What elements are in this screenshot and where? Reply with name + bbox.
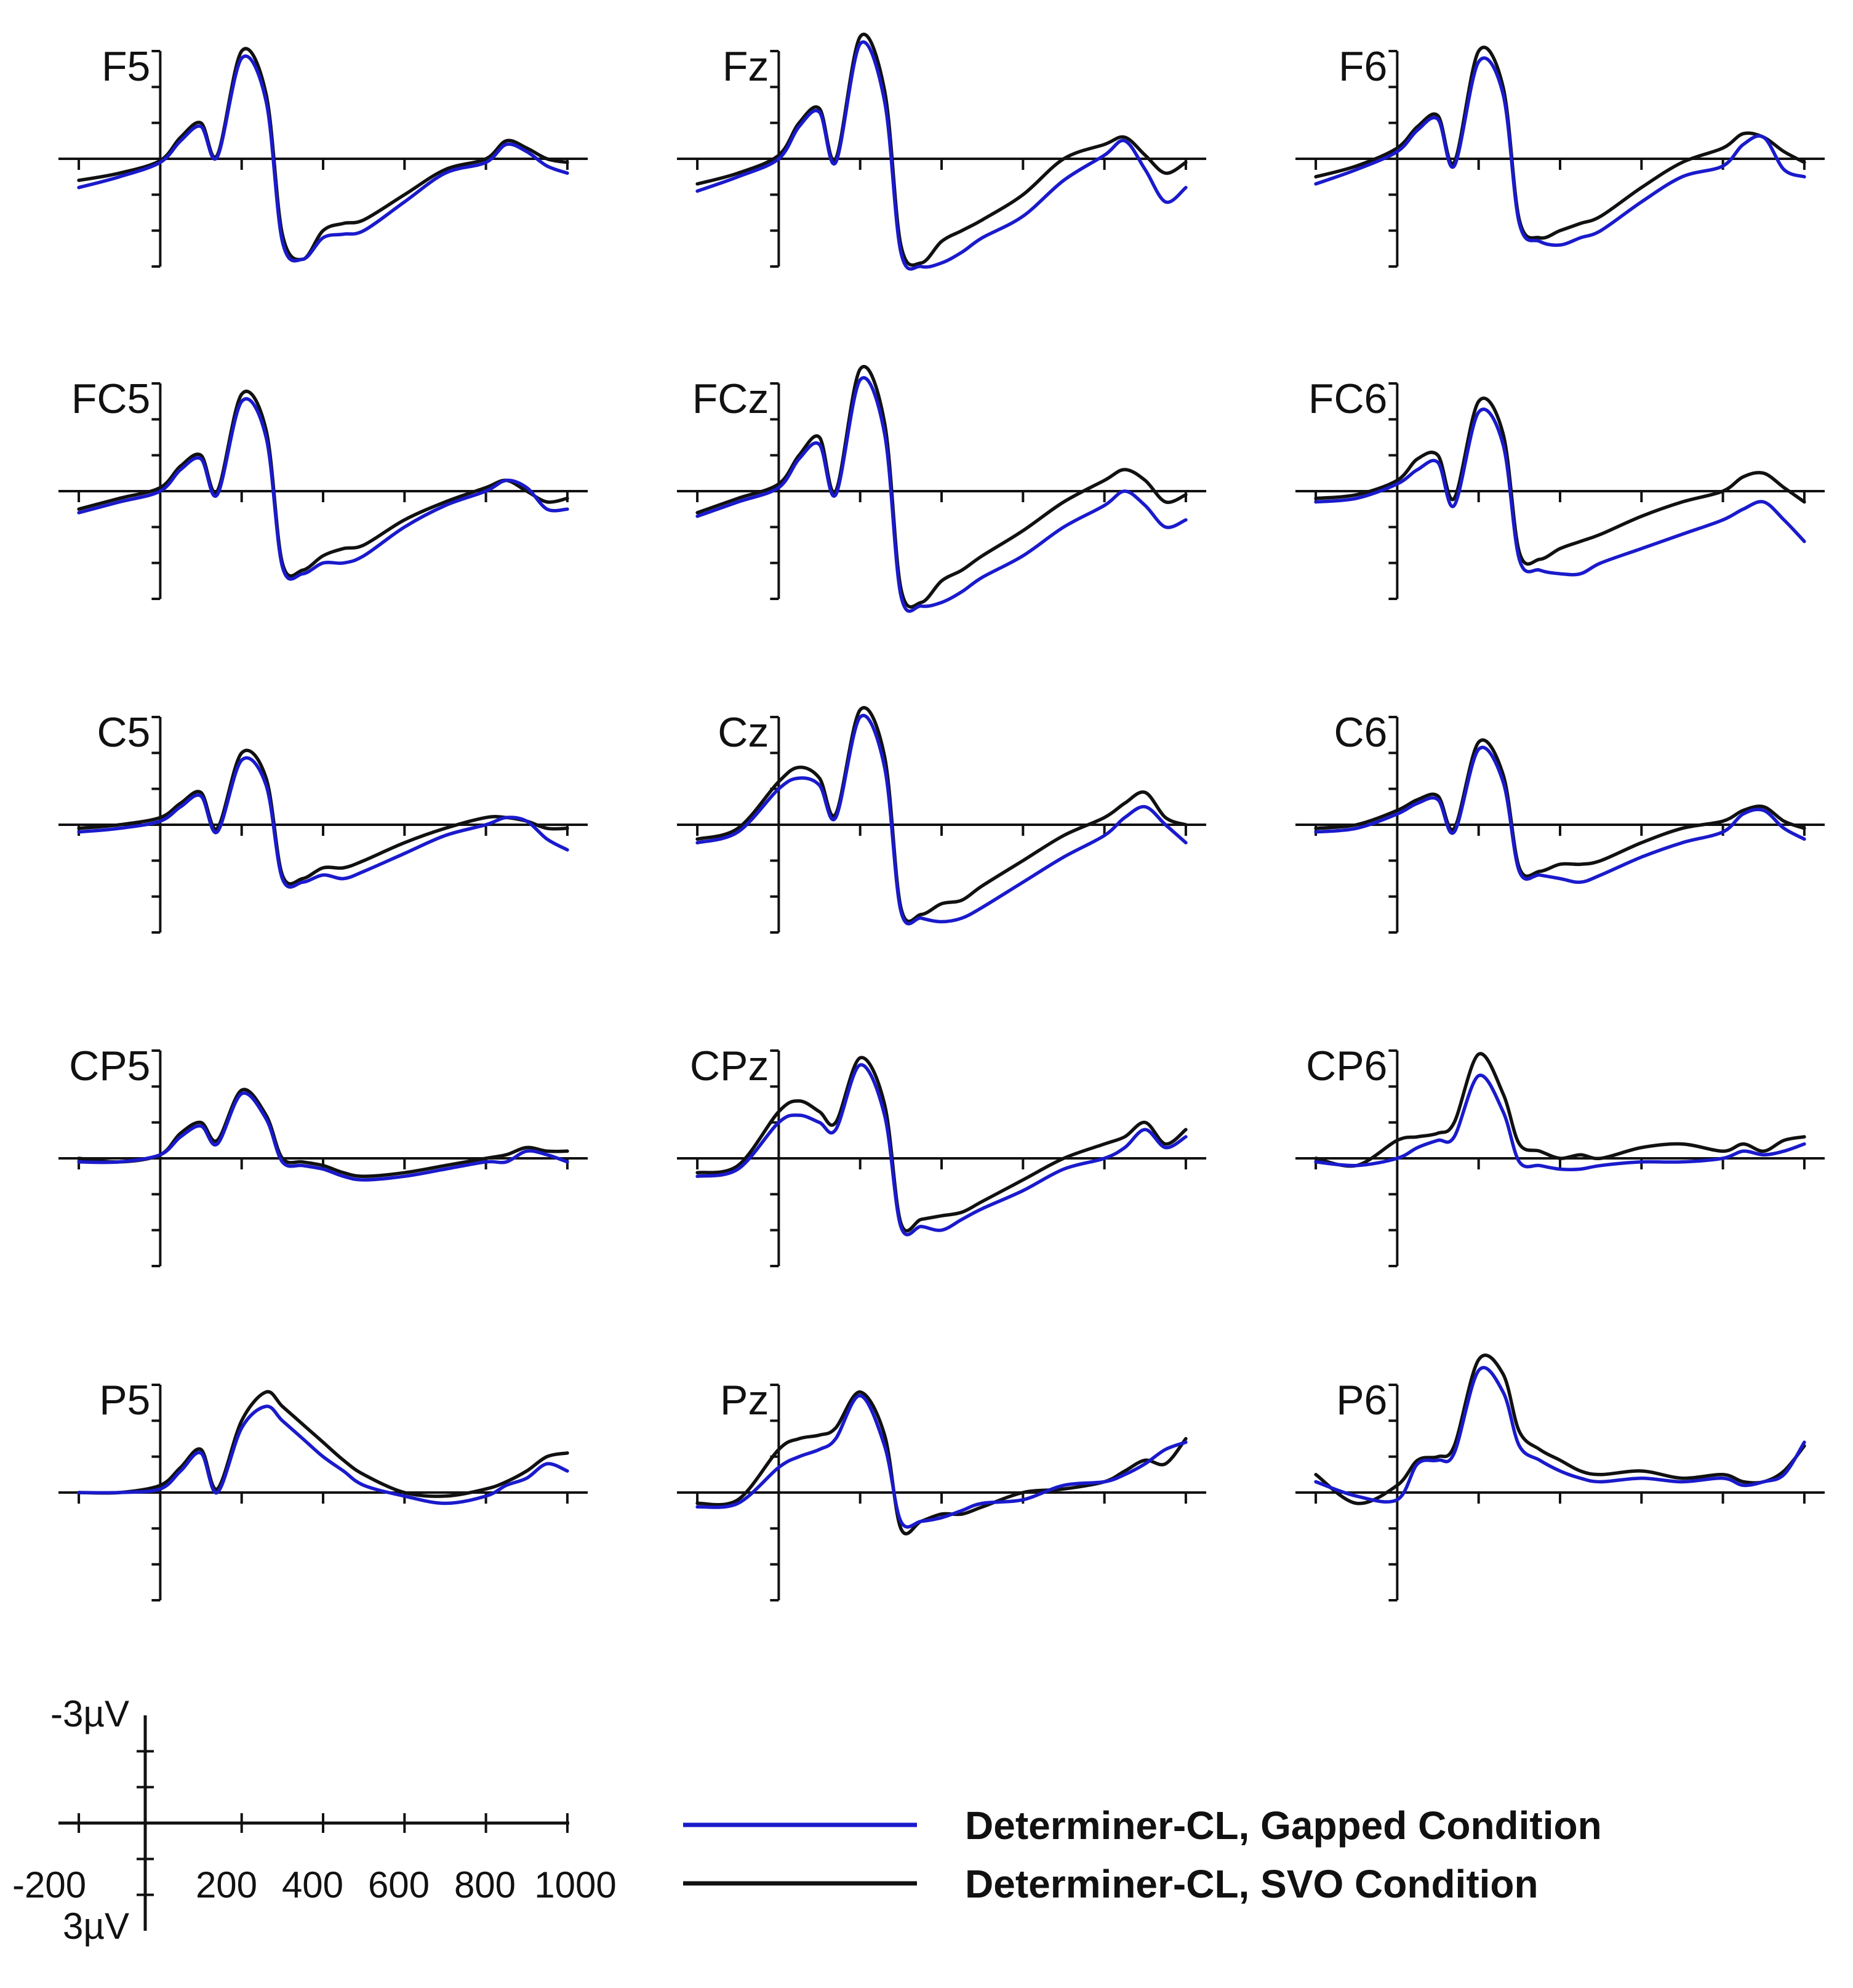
electrode-label: Cz xyxy=(718,709,769,756)
electrode-label: F6 xyxy=(1339,43,1387,90)
electrode-panel-fcz: FCz xyxy=(677,364,1206,613)
electrode-label: P6 xyxy=(1336,1377,1387,1424)
waveform-gapped-c6 xyxy=(1314,745,1806,884)
waveform-svo-f6 xyxy=(1314,46,1806,240)
electrode-label: C6 xyxy=(1334,709,1387,756)
scale-bar-bottom-label: 3µV xyxy=(63,1906,129,1947)
electrode-panels: F5 Fz F6 FC5 FCz FC6 C5 Cz C6 CP5 CPz CP6 P5 Pz P6 xyxy=(58,33,1825,1601)
waveform-gapped-fc5 xyxy=(77,397,569,581)
electrode-label: CP5 xyxy=(69,1043,150,1089)
electrode-panel-p5: P5 xyxy=(58,1377,588,1601)
electrode-label: Pz xyxy=(720,1377,769,1424)
waveform-svo-c5 xyxy=(77,748,569,886)
electrode-panel-cp6: CP6 xyxy=(1295,1043,1825,1267)
electrode-panel-fc6: FC6 xyxy=(1295,375,1825,600)
electrode-panel-fz: Fz xyxy=(677,33,1206,271)
waveform-gapped-f6 xyxy=(1314,56,1806,247)
waveform-svo-fz xyxy=(695,33,1188,267)
electrode-panel-f6: F6 xyxy=(1295,43,1825,268)
waveform-gapped-p6 xyxy=(1314,1366,1806,1504)
scale-bar-tick-label: 1000 xyxy=(534,1864,616,1906)
waveform-gapped-fz xyxy=(695,40,1188,271)
waveform-svo-p6 xyxy=(1314,1353,1806,1505)
waveform-svo-fc5 xyxy=(77,390,569,578)
electrode-panel-f5: F5 xyxy=(58,43,588,268)
waveform-svo-p5 xyxy=(77,1390,569,1498)
electrode-label: Fz xyxy=(722,43,769,90)
legend: Determiner-CL, Gapped Condition Determin… xyxy=(683,1803,1602,1906)
waveform-svo-fc6 xyxy=(1314,396,1806,566)
electrode-panel-pz: Pz xyxy=(677,1377,1206,1601)
waveform-gapped-fc6 xyxy=(1314,407,1806,577)
electrode-panel-c5: C5 xyxy=(58,709,588,934)
scale-bar-tick-label: -200 xyxy=(12,1864,86,1906)
scale-bar-tick-label: 400 xyxy=(282,1864,343,1906)
electrode-label: CPz xyxy=(690,1043,769,1089)
waveform-svo-pz xyxy=(695,1390,1188,1536)
electrode-label: CP6 xyxy=(1306,1043,1387,1089)
scale-bar-top-label: -3µV xyxy=(50,1693,129,1734)
waveform-svo-cz xyxy=(695,706,1188,923)
electrode-panel-c6: C6 xyxy=(1295,709,1825,934)
waveform-gapped-pz xyxy=(695,1393,1188,1529)
legend-label-gapped: Determiner-CL, Gapped Condition xyxy=(965,1803,1602,1848)
electrode-label: FCz xyxy=(692,375,769,422)
scale-bar-tick-label: 200 xyxy=(196,1864,257,1906)
electrode-label: FC6 xyxy=(1308,375,1387,422)
electrode-label: P5 xyxy=(99,1377,150,1424)
waveform-gapped-cp5 xyxy=(77,1091,569,1182)
waveform-gapped-cz xyxy=(695,713,1188,926)
waveform-svo-f5 xyxy=(77,47,569,262)
waveform-svo-cpz xyxy=(695,1056,1188,1233)
waveform-svo-cp5 xyxy=(77,1088,569,1178)
electrode-label: F5 xyxy=(102,43,150,90)
waveform-svo-c6 xyxy=(1314,738,1806,878)
waveform-gapped-cpz xyxy=(695,1063,1188,1236)
waveform-gapped-f5 xyxy=(77,54,569,263)
scale-bar: -3µV 3µV -200 200 400 600 800 1000 xyxy=(12,1693,617,1947)
scale-bar-ticks xyxy=(78,1750,569,1896)
legend-label-svo: Determiner-CL, SVO Condition xyxy=(965,1862,1539,1906)
scale-bar-tick-label: 800 xyxy=(454,1864,516,1906)
electrode-panel-fc5: FC5 xyxy=(58,375,588,600)
waveform-gapped-p5 xyxy=(77,1405,569,1505)
scale-bar-tick-label: 600 xyxy=(368,1864,430,1906)
electrode-panel-cpz: CPz xyxy=(677,1043,1206,1267)
electrode-panel-cz: Cz xyxy=(677,706,1206,934)
waveform-gapped-c5 xyxy=(77,756,569,889)
waveform-svo-fcz xyxy=(695,364,1188,609)
waveform-svo-cp6 xyxy=(1314,1052,1806,1168)
waveform-gapped-fcz xyxy=(695,376,1188,613)
electrode-panel-p6: P6 xyxy=(1295,1353,1825,1601)
electrode-panel-cp5: CP5 xyxy=(58,1043,588,1267)
electrode-label: C5 xyxy=(97,709,150,756)
electrode-label: FC5 xyxy=(71,375,150,422)
waveform-gapped-cp6 xyxy=(1314,1073,1806,1171)
